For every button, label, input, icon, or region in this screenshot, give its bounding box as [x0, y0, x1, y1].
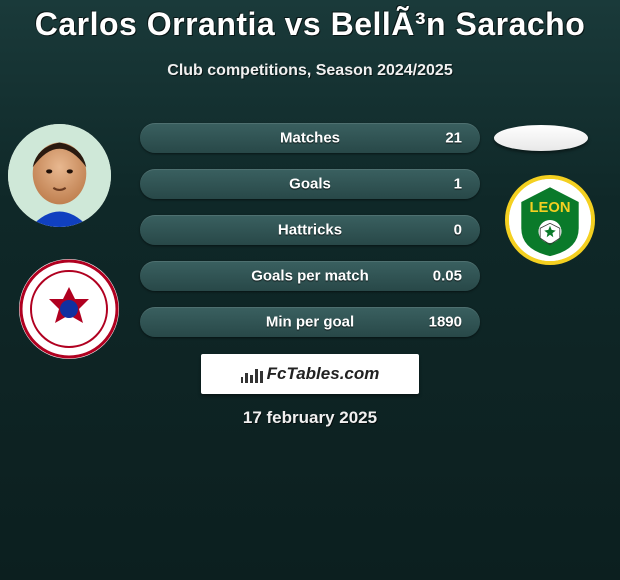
stat-row-hattricks: Hattricks 0	[140, 215, 480, 245]
stat-value-right: 0.05	[433, 268, 462, 285]
avatar-player-right-placeholder	[494, 125, 588, 151]
stat-row-min-per-goal: Min per goal 1890	[140, 307, 480, 337]
stat-row-goals-per-match: Goals per match 0.05	[140, 261, 480, 291]
stat-value-right: 1	[454, 176, 462, 193]
brand-label: FcTables.com	[267, 364, 380, 384]
stat-value-right: 1890	[429, 314, 462, 331]
avatar-player-left	[8, 124, 111, 227]
date-label: 17 february 2025	[0, 408, 620, 428]
stat-label: Matches	[280, 130, 340, 147]
stat-value-right: 0	[454, 222, 462, 239]
stat-label: Goals	[289, 176, 331, 193]
stat-row-matches: Matches 21	[140, 123, 480, 153]
stat-label: Goals per match	[251, 268, 369, 285]
svg-text:LEON: LEON	[530, 200, 571, 216]
club-badge-right: LEON	[505, 175, 595, 265]
comparison-card: Carlos Orrantia vs BellÃ³n Saracho Club …	[0, 0, 620, 580]
stat-value-right: 21	[445, 130, 462, 147]
chart-icon	[241, 365, 263, 383]
subtitle: Club competitions, Season 2024/2025	[0, 62, 620, 80]
stat-label: Hattricks	[278, 222, 342, 239]
page-title: Carlos Orrantia vs BellÃ³n Saracho	[0, 6, 620, 43]
brand-badge[interactable]: FcTables.com	[201, 354, 419, 394]
club-badge-left	[19, 259, 119, 359]
stat-label: Min per goal	[266, 314, 354, 331]
stat-row-goals: Goals 1	[140, 169, 480, 199]
